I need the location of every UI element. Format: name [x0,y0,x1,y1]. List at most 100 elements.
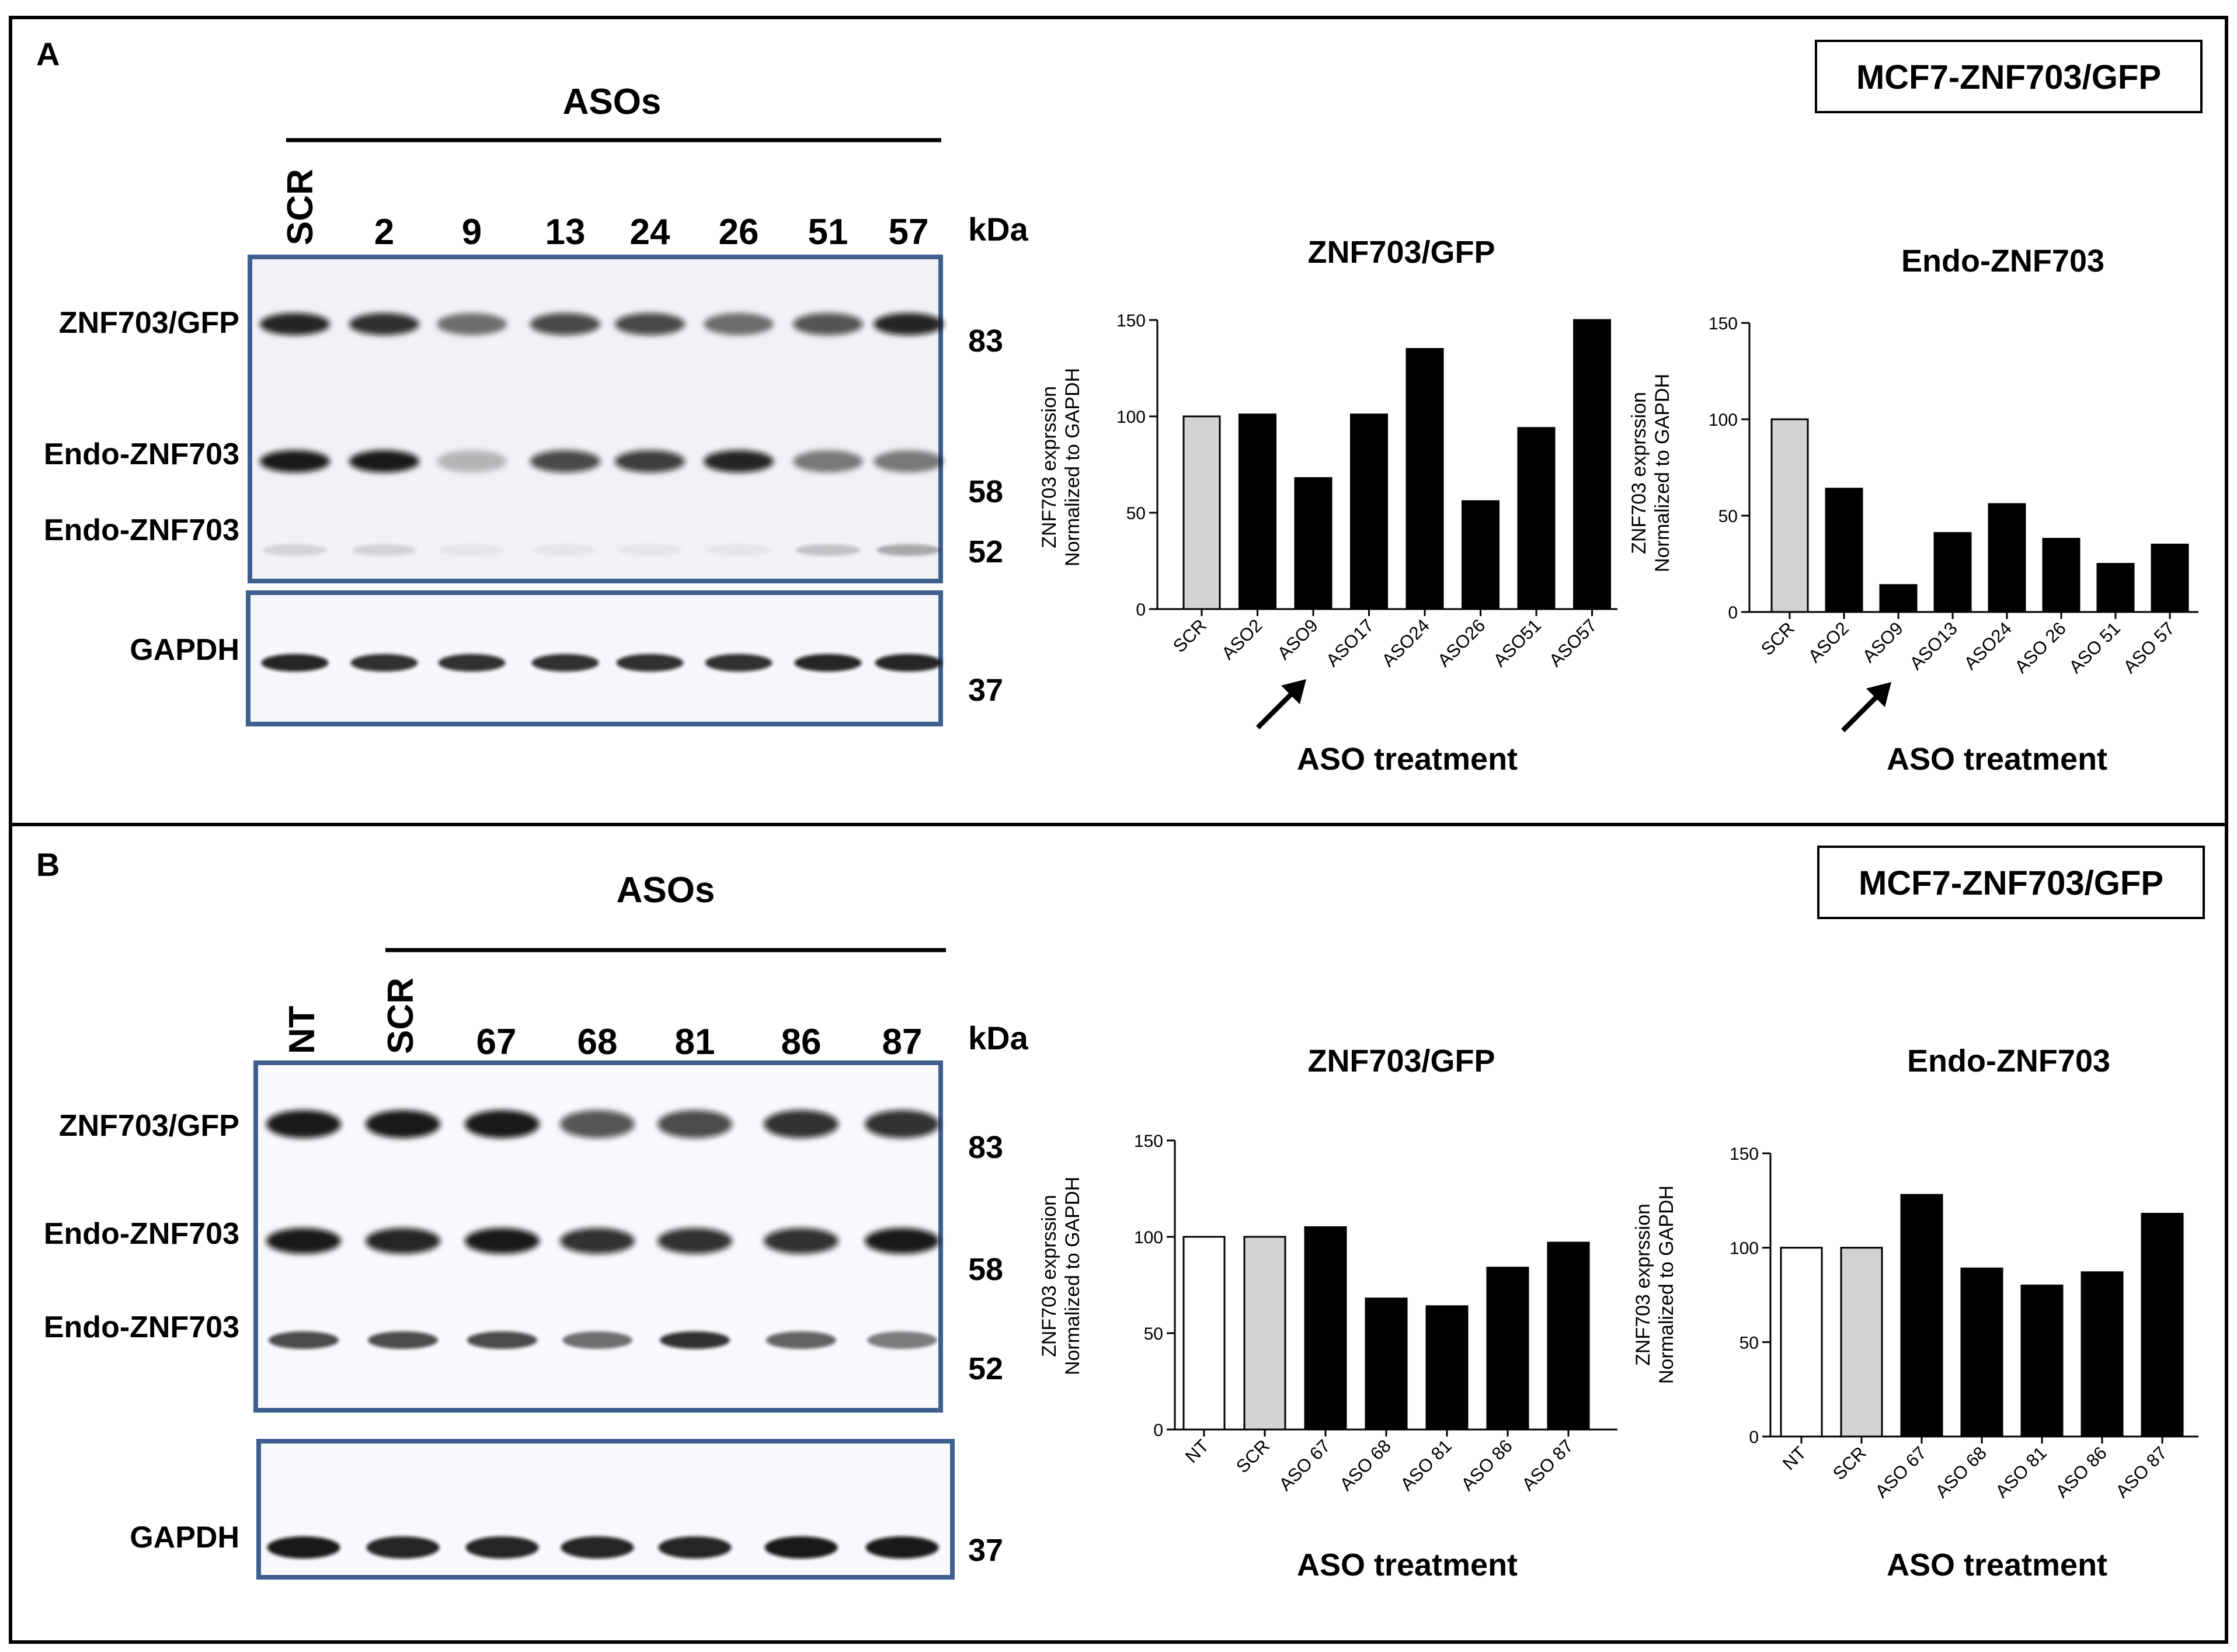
chart-a-endo: Endo-ZNF703 ZNF703 exprssion Normalized … [1628,244,2198,777]
band-endo-znf703 [366,1228,440,1254]
band-gapdh [616,654,684,672]
x-tick-label: SCR [1232,1435,1274,1477]
mw-markers: 83 58 52 37 [968,1130,1003,1568]
mw-marker: 58 [968,474,1003,509]
x-tick-label: ASO 67 [1275,1435,1334,1495]
band-label-endo: Endo-ZNF703 [44,1217,239,1251]
lane-label: SCR [381,978,421,1054]
arrow-indicator [1256,679,1306,729]
band-znf703-gfp [764,1110,839,1138]
y-tick-label: 0 [1728,603,1738,622]
cell-line-box [1815,40,2203,113]
band-gapdh [794,654,862,672]
kda-label: kDa [968,211,1029,248]
figure-border [9,16,2228,1644]
chart-b-gfp: ZNF703/GFP ZNF703 exprssion Normalized t… [1038,1044,1617,1583]
bar [1988,503,2026,613]
band-label-endo: Endo-ZNF703 [44,1310,239,1344]
bar [1425,1305,1469,1431]
chart-a-gfp: ZNF703/GFP ZNF703 exprssion Normalized t… [1038,235,1617,777]
band-endo-znf703 [560,1228,635,1254]
x-tick-label: ASO 68 [1931,1442,1991,1502]
bar [1294,477,1333,610]
x-tick-label: NT [1181,1435,1213,1467]
x-tick-label: ASO17 [1322,615,1377,670]
x-tick-label: ASO 26 [2010,618,2070,677]
band-endo-znf703-lower [766,1331,836,1349]
bar [2096,563,2135,613]
x-axis-title: ASO treatment [1297,742,1518,777]
lane-label: 24 [630,212,670,252]
bar [1933,532,1972,613]
cell-line-label: MCF7-ZNF703/GFP [1856,58,2161,96]
lane-label: 2 [374,212,394,252]
x-tick-label: ASO 87 [2111,1442,2171,1502]
band-endo-znf703 [793,450,863,472]
x-tick-label: ASO 87 [1518,1435,1577,1495]
band-znf703-gfp [465,1110,540,1138]
band-znf703-gfp [260,313,330,335]
y-tick-label: 100 [1730,1239,1759,1258]
band-label-gapdh: GAPDH [130,633,239,667]
x-tick-label: ASO 81 [1991,1442,2051,1502]
x-axis-title: ASO treatment [1297,1547,1518,1583]
bar [1780,1247,1823,1438]
y-axis-label: Normalized to GAPDH [1651,374,1674,572]
band-endo-znf703 [764,1228,839,1254]
y-tick-label: 0 [1749,1428,1759,1447]
panel-a: A MCF7-ZNF703/GFP ASOs SCR 2 9 13 24 26 … [36,36,2203,777]
x-tick-label: ASO26 [1434,615,1489,670]
y-tick-label: 50 [1739,1333,1759,1352]
x-tick-label: ASO9 [1859,618,1907,666]
bar [1840,1247,1883,1438]
bar [1350,413,1388,610]
arrow-indicator [1841,682,1891,732]
mw-marker: 52 [968,534,1003,569]
band-znf703-gfp [560,1110,635,1138]
band-endo-znf703-lower [876,544,941,556]
chart-title: Endo-ZNF703 [1907,1044,2110,1079]
mw-marker: 52 [968,1351,1003,1386]
band-znf703-gfp [793,313,863,335]
band-labels: ZNF703/GFP Endo-ZNF703 Endo-ZNF703 GAPDH [44,306,239,667]
y-axis-label: ZNF703 exprssion [1628,392,1650,554]
y-tick-label: 150 [1134,1132,1163,1151]
bar [2081,1271,2124,1438]
bar [1182,1236,1226,1431]
x-axis-title: ASO treatment [1887,742,2107,777]
band-endo-znf703-lower [368,1331,438,1349]
bar [1517,427,1556,610]
panel-b: B MCF7-ZNF703/GFP ASOs NT SCR 67 68 81 8… [36,846,2205,1583]
y-tick-label: 150 [1709,314,1738,333]
band-gapdh [438,654,506,672]
bar [1879,584,1918,613]
y-tick-label: 150 [1730,1145,1759,1164]
y-axis-label: Normalized to GAPDH [1062,1177,1084,1375]
lane-labels: SCR 2 9 13 24 26 51 57 [280,169,928,252]
band-endo-znf703 [465,1228,540,1254]
band-gapdh [561,1536,634,1559]
band-znf703-gfp [704,313,774,335]
band-gapdh [465,1536,539,1559]
cell-line-label: MCF7-ZNF703/GFP [1859,864,2163,902]
lane-label: 9 [462,212,482,252]
lane-label: 13 [545,212,586,252]
x-tick-label: ASO 51 [2065,618,2124,677]
cell-line-box [1817,846,2205,919]
band-znf703-gfp [874,313,944,335]
chart-title: ZNF703/GFP [1307,1044,1495,1079]
mw-marker: 58 [968,1252,1003,1287]
bar [1486,1267,1529,1431]
band-znf703-gfp [266,1110,341,1138]
bar [1573,319,1611,610]
x-tick-label: ASO2 [1217,615,1266,663]
band-endo-znf703 [704,450,774,472]
y-tick-label: 100 [1709,411,1738,430]
mw-marker: 83 [968,1130,1003,1165]
band-endo-znf703-lower [618,544,682,556]
x-tick-label: ASO51 [1490,615,1545,670]
band-label-endo: Endo-ZNF703 [44,513,239,547]
x-tick-label: SCR [1169,615,1210,656]
y-tick-label: 0 [1136,600,1146,620]
